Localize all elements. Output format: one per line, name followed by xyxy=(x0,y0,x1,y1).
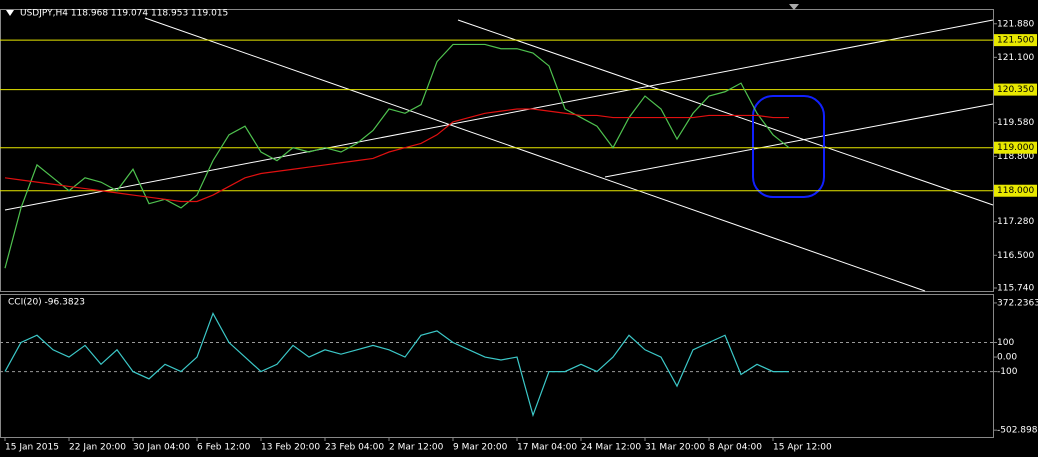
series-line xyxy=(4,311,789,418)
y-tick-label: 117.280 xyxy=(997,217,1034,227)
level-label-box xyxy=(994,83,1037,96)
x-tick-label: 22 Jan 20:00 xyxy=(69,443,126,453)
trendline xyxy=(144,17,926,292)
y-tick-label: 121.880 xyxy=(997,19,1034,29)
x-tick-label: 13 Feb 20:00 xyxy=(261,443,320,453)
x-tick-label: 24 Mar 12:00 xyxy=(581,443,641,453)
y-tick-label: 115.740 xyxy=(997,283,1034,293)
x-tick-label: 30 Jan 04:00 xyxy=(133,443,190,453)
x-tick-label: 8 Apr 04:00 xyxy=(709,443,762,453)
menu-arrow xyxy=(6,10,14,16)
highlight-box xyxy=(752,95,825,198)
x-tick-label: 6 Feb 12:00 xyxy=(197,443,251,453)
cci-title: CCI(20) -96.3823 xyxy=(8,298,85,308)
level-label-box xyxy=(994,141,1037,154)
x-tick-label: 15 Apr 12:00 xyxy=(773,443,832,453)
x-tick-label: 2 Mar 12:00 xyxy=(389,443,444,453)
y-tick-label: -100 xyxy=(997,367,1018,377)
y-tick-label: 116.500 xyxy=(997,251,1034,261)
level-label: 120.350 xyxy=(997,85,1034,95)
level-label-box xyxy=(994,184,1037,197)
y-tick-label: 0.00 xyxy=(997,353,1017,363)
main-frame xyxy=(0,9,994,292)
level-label-box xyxy=(994,34,1037,47)
x-tick-label: 31 Mar 20:00 xyxy=(645,443,705,453)
y-tick-label: -502.8983 xyxy=(997,426,1038,436)
trendline xyxy=(4,19,994,211)
x-tick-label: 15 Jan 2015 xyxy=(5,443,59,453)
level-label: 119.000 xyxy=(997,143,1034,153)
y-tick-label: 100 xyxy=(997,338,1014,348)
y-tick-label: 119.580 xyxy=(997,118,1034,128)
x-tick-label: 9 Mar 20:00 xyxy=(453,443,508,453)
shift-marker xyxy=(789,4,799,10)
series-line xyxy=(4,43,790,269)
trendline xyxy=(457,19,994,206)
trendline xyxy=(604,103,994,178)
y-tick-label: 372.2363 xyxy=(997,298,1038,308)
y-tick-label: 121.100 xyxy=(997,53,1034,63)
cci-frame xyxy=(0,294,994,438)
level-label: 121.500 xyxy=(997,36,1034,46)
chart-title: USDJPY,H4 118.968 119.074 118.953 119.01… xyxy=(20,9,228,19)
y-tick-label: 118.800 xyxy=(997,152,1034,162)
x-tick-label: 17 Mar 04:00 xyxy=(517,443,577,453)
level-label: 118.000 xyxy=(997,186,1034,196)
x-tick-label: 23 Feb 04:00 xyxy=(325,443,384,453)
trendlines xyxy=(4,17,994,292)
series-line xyxy=(4,108,789,203)
